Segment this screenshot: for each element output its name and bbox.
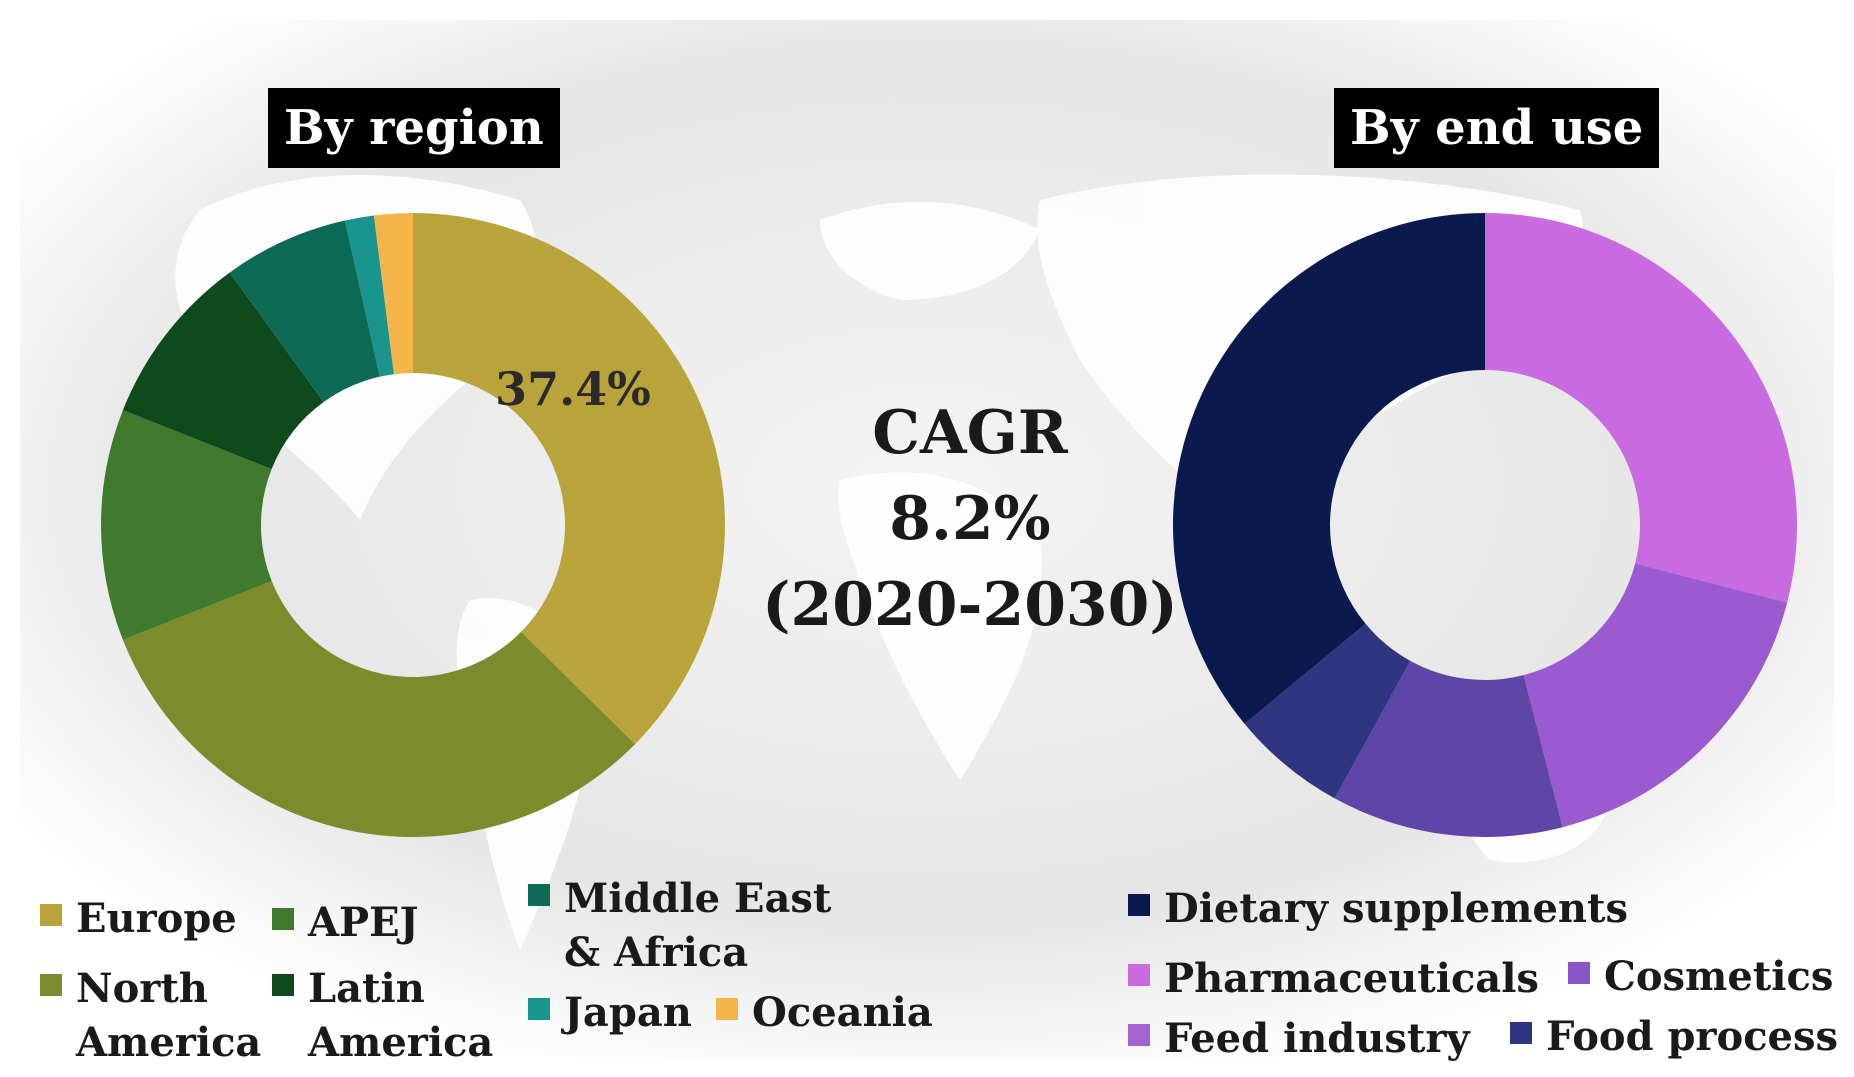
legend-label: Latin America bbox=[308, 965, 494, 1066]
cagr-period: (2020-2030) bbox=[762, 570, 1178, 640]
legend-swatch bbox=[1128, 1024, 1150, 1046]
slice-latin-america bbox=[122, 272, 324, 470]
legend-swatch bbox=[272, 908, 294, 930]
legend-label: Europe bbox=[76, 895, 237, 942]
region-chart-title: By region bbox=[268, 88, 560, 168]
slice-apej bbox=[101, 410, 272, 640]
legend-swatch bbox=[1568, 962, 1590, 984]
slice-north-america bbox=[122, 580, 635, 838]
region-donut-chart: 37.4% bbox=[101, 213, 725, 838]
legend-item-latin-america: Latin America bbox=[272, 962, 493, 1070]
legend-item-middle-east-africa: Middle East & Africa bbox=[528, 872, 831, 980]
legend-swatch bbox=[40, 974, 62, 996]
legend-label: Japan bbox=[564, 989, 692, 1036]
legend-label: APEJ bbox=[308, 899, 419, 946]
slice-europe bbox=[413, 213, 725, 745]
legend-item-pharmaceuticals: Pharmaceuticals bbox=[1128, 952, 1539, 1006]
cagr-label: CAGR bbox=[872, 398, 1068, 468]
legend-item-food-process: Food process bbox=[1510, 1010, 1838, 1064]
legend-item-europe: Europe bbox=[40, 892, 237, 946]
legend-label: Cosmetics bbox=[1604, 953, 1834, 1000]
legend-swatch bbox=[528, 884, 550, 906]
cagr-value: 8.2% bbox=[889, 484, 1051, 554]
slice-oceania bbox=[373, 213, 413, 375]
legend-item-dietary-supplements: Dietary supplements bbox=[1128, 882, 1628, 936]
slice-food-process bbox=[1244, 623, 1411, 799]
legend-swatch bbox=[716, 998, 738, 1020]
slice-middle-east-africa bbox=[229, 220, 380, 403]
legend-swatch bbox=[1128, 964, 1150, 986]
slice-feed-industry bbox=[1334, 660, 1563, 837]
cagr-annotation: CAGR 8.2% (2020-2030) bbox=[760, 390, 1180, 648]
slice-pharmaceuticals bbox=[1485, 213, 1797, 603]
slice-dietary-supplements bbox=[1173, 213, 1485, 724]
legend-swatch bbox=[1510, 1022, 1532, 1044]
legend-swatch bbox=[40, 904, 62, 926]
legend-item-oceania: Oceania bbox=[716, 986, 933, 1040]
enduse-chart-title: By end use bbox=[1334, 88, 1660, 168]
legend-label: Feed industry bbox=[1164, 1015, 1470, 1062]
legend-label: Oceania bbox=[752, 989, 933, 1036]
legend-swatch bbox=[272, 974, 294, 996]
legend-item-apej: APEJ bbox=[272, 896, 419, 950]
legend-label: Food process bbox=[1546, 1013, 1839, 1060]
legend-item-north-america: North America bbox=[40, 962, 261, 1070]
legend-label: Dietary supplements bbox=[1164, 885, 1629, 932]
legend-label: Middle East & Africa bbox=[564, 875, 832, 976]
enduse-donut-chart bbox=[1173, 213, 1797, 837]
legend-swatch bbox=[1128, 894, 1150, 916]
legend-item-japan: Japan bbox=[528, 986, 692, 1040]
legend-label: Pharmaceuticals bbox=[1164, 955, 1539, 1002]
legend-swatch bbox=[528, 998, 550, 1020]
legend-label: North America bbox=[76, 965, 262, 1066]
slice-cosmetics bbox=[1523, 563, 1788, 828]
legend-item-cosmetics: Cosmetics bbox=[1568, 950, 1833, 1004]
legend-item-feed-industry: Feed industry bbox=[1128, 1012, 1470, 1066]
data-label-europe: 37.4% bbox=[495, 362, 651, 416]
slice-japan bbox=[344, 215, 394, 377]
